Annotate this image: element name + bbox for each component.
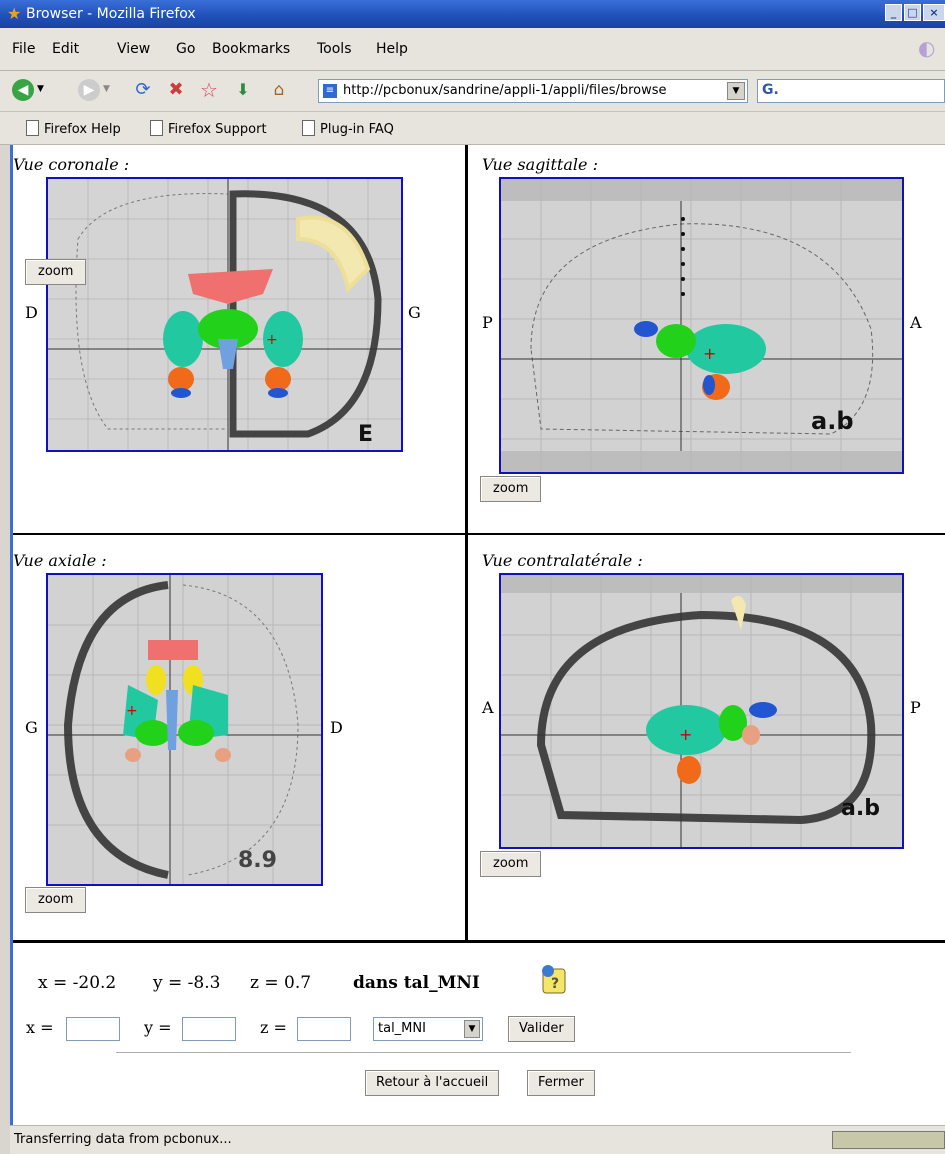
svg-text:+: + bbox=[126, 703, 138, 719]
horizontal-divider bbox=[13, 940, 945, 943]
page-icon bbox=[150, 120, 163, 136]
panel-title-sagittal: Vue sagittale : bbox=[482, 155, 598, 174]
sagittal-brain-image[interactable]: + a.b bbox=[499, 177, 904, 474]
search-engine-icon[interactable]: G. bbox=[762, 82, 779, 98]
bookmark-star-icon[interactable]: ☆ bbox=[200, 78, 218, 102]
coord-z-readout: z = 0.7 bbox=[250, 973, 312, 993]
download-icon[interactable]: ⬇ bbox=[236, 80, 250, 99]
menu-view[interactable]: View bbox=[117, 41, 151, 57]
bookmark-label: Plug-in FAQ bbox=[320, 122, 394, 137]
y-input[interactable] bbox=[182, 1017, 236, 1041]
orientation-left: A bbox=[482, 698, 494, 717]
axial-brain-image[interactable]: + 8.9 bbox=[46, 573, 323, 886]
maximize-button[interactable]: □ bbox=[904, 4, 921, 21]
window-title-bar: ★ Browser - Mozilla Firefox _ □ × bbox=[0, 0, 945, 28]
z-label: z = bbox=[260, 1018, 287, 1037]
contralateral-brain-image[interactable]: + a.b bbox=[499, 573, 904, 849]
zoom-button-coronal[interactable]: zoom bbox=[25, 259, 87, 285]
coord-space-readout: dans tal_MNI bbox=[353, 973, 480, 993]
coordinate-space-select[interactable]: tal_MNI ▼ bbox=[373, 1017, 483, 1041]
page-icon bbox=[302, 120, 315, 136]
throbber-icon: ◐ bbox=[918, 36, 936, 60]
menu-edit[interactable]: Edit bbox=[52, 41, 80, 57]
reload-icon[interactable]: ⟳ bbox=[135, 79, 151, 100]
page-content: Vue coronale : D G + E Vue sagittale : P… bbox=[10, 145, 945, 1125]
firefox-icon: ★ bbox=[7, 4, 22, 23]
close-button[interactable]: Fermer bbox=[527, 1070, 595, 1096]
home-button[interactable]: Retour à l'accueil bbox=[365, 1070, 500, 1096]
help-icon[interactable]: ? bbox=[537, 963, 571, 997]
bookmark-label: Firefox Support bbox=[168, 122, 267, 137]
window-title: Browser - Mozilla Firefox bbox=[26, 6, 196, 22]
orientation-right: A bbox=[910, 313, 922, 332]
coord-y-readout: y = -8.3 bbox=[153, 973, 221, 993]
menu-go[interactable]: Go bbox=[176, 41, 196, 57]
bookmark-label: Firefox Help bbox=[44, 122, 121, 137]
select-value: tal_MNI bbox=[378, 1021, 426, 1036]
menu-help[interactable]: Help bbox=[376, 41, 408, 57]
site-icon: ≡ bbox=[323, 84, 337, 98]
forward-dropdown-icon[interactable]: ▼ bbox=[103, 84, 110, 94]
zoom-button-sagittal[interactable]: zoom bbox=[480, 476, 542, 502]
svg-text:+: + bbox=[703, 344, 716, 363]
close-window-button[interactable]: × bbox=[923, 4, 945, 21]
z-input[interactable] bbox=[297, 1017, 351, 1041]
submit-button[interactable]: Valider bbox=[508, 1016, 575, 1042]
bookmark-firefox-help[interactable]: Firefox Help bbox=[26, 120, 121, 137]
url-text: http://pcbonux/sandrine/appli-1/appli/fi… bbox=[343, 83, 667, 98]
plate-label: a.b bbox=[811, 407, 854, 435]
orientation-left: P bbox=[482, 313, 493, 332]
menu-bar: File Edit View Go Bookmarks Tools Help ◐ bbox=[0, 28, 945, 71]
bookmarks-toolbar: Firefox Help Firefox Support Plug-in FAQ bbox=[0, 112, 945, 145]
plate-label: a.b bbox=[841, 796, 880, 821]
url-bar[interactable]: ≡ http://pcbonux/sandrine/appli-1/appli/… bbox=[318, 79, 748, 103]
bookmark-plugin-faq[interactable]: Plug-in FAQ bbox=[302, 120, 394, 137]
progress-bar bbox=[832, 1131, 945, 1149]
zoom-button-contralateral[interactable]: zoom bbox=[480, 851, 542, 877]
separator-line bbox=[116, 1052, 851, 1053]
coord-x-readout: x = -20.2 bbox=[38, 973, 117, 993]
back-dropdown-icon[interactable]: ▼ bbox=[37, 84, 44, 94]
menu-tools[interactable]: Tools bbox=[317, 41, 352, 57]
y-label: y = bbox=[144, 1018, 172, 1037]
x-label: x = bbox=[26, 1018, 54, 1037]
menu-bookmarks[interactable]: Bookmarks bbox=[212, 41, 291, 57]
chevron-down-icon[interactable]: ▼ bbox=[464, 1020, 480, 1038]
navigation-toolbar: ◀ ▼ ▶ ▼ ⟳ ✖ ☆ ⬇ ⌂ ≡ http://pcbonux/sandr… bbox=[0, 71, 945, 112]
status-bar: Transferring data from pcbonux... bbox=[10, 1125, 945, 1154]
orientation-right: P bbox=[910, 698, 921, 717]
search-box[interactable]: G. bbox=[757, 79, 945, 103]
panel-title-axial: Vue axiale : bbox=[13, 551, 107, 570]
vertical-divider bbox=[465, 145, 468, 940]
back-icon[interactable]: ◀ bbox=[12, 79, 34, 101]
orientation-right: D bbox=[330, 718, 343, 737]
url-dropdown-icon[interactable]: ▼ bbox=[727, 82, 745, 100]
minimize-button[interactable]: _ bbox=[885, 4, 902, 21]
status-text: Transferring data from pcbonux... bbox=[14, 1132, 232, 1147]
forward-icon[interactable]: ▶ bbox=[78, 79, 100, 101]
panel-title-contralateral: Vue contralatérale : bbox=[482, 551, 643, 570]
menu-file[interactable]: File bbox=[12, 41, 36, 57]
orientation-left: D bbox=[25, 303, 38, 322]
horizontal-divider bbox=[13, 533, 945, 535]
stop-icon[interactable]: ✖ bbox=[168, 79, 184, 100]
svg-text:+: + bbox=[266, 332, 278, 348]
zoom-button-axial[interactable]: zoom bbox=[25, 887, 87, 913]
coronal-brain-image[interactable]: + E bbox=[46, 177, 403, 452]
svg-text:?: ? bbox=[551, 976, 559, 992]
orientation-left: G bbox=[25, 718, 38, 737]
page-icon bbox=[26, 120, 39, 136]
svg-text:+: + bbox=[679, 725, 692, 744]
home-icon[interactable]: ⌂ bbox=[273, 80, 285, 100]
panel-title-coronal: Vue coronale : bbox=[13, 155, 130, 174]
bookmark-firefox-support[interactable]: Firefox Support bbox=[150, 120, 267, 137]
plate-label: 8.9 bbox=[238, 848, 277, 873]
x-input[interactable] bbox=[66, 1017, 120, 1041]
orientation-right: G bbox=[408, 303, 421, 322]
plate-label: E bbox=[358, 422, 373, 447]
